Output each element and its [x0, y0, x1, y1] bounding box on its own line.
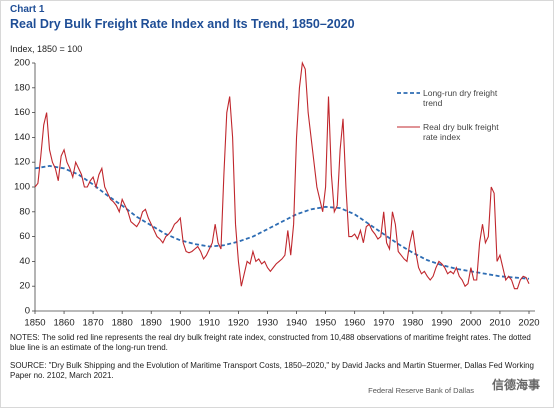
- y-tick-label: 140: [14, 132, 30, 143]
- watermark: 信德海事: [491, 378, 540, 392]
- x-tick-label: 1850: [24, 318, 45, 329]
- x-tick-label: 1880: [112, 318, 133, 329]
- legend-label: Real dry bulk freight rate index: [423, 122, 499, 142]
- x-tick-label: 2000: [460, 318, 481, 329]
- chart-title: Real Dry Bulk Freight Rate Index and Its…: [10, 17, 355, 31]
- x-tick-label: 1870: [83, 318, 104, 329]
- y-tick-label: 180: [14, 82, 30, 93]
- x-tick-label: 1980: [402, 318, 423, 329]
- y-tick-label: 80: [19, 206, 30, 217]
- series-line: [34, 61, 530, 290]
- x-tick-label: 1960: [344, 318, 365, 329]
- x-tick-label: 1950: [315, 318, 336, 329]
- x-tick-label: 1860: [53, 318, 74, 329]
- x-tick-label: 1990: [431, 318, 452, 329]
- y-tick-label: 60: [19, 231, 30, 242]
- x-tick-label: 1940: [286, 318, 307, 329]
- y-tick-label: 100: [14, 182, 30, 193]
- series-line: [34, 165, 530, 280]
- x-tick-label: 1970: [373, 318, 394, 329]
- footer: Federal Reserve Bank of Dallas: [368, 386, 474, 395]
- y-tick-label: 160: [14, 107, 30, 118]
- chart-subtitle: Index, 1850 = 100: [10, 44, 83, 54]
- legend-label: Long-run dry freight trend: [423, 88, 498, 108]
- x-tick-label: 2010: [489, 318, 510, 329]
- x-tick-label: 1900: [170, 318, 191, 329]
- chart-label: Chart 1: [10, 4, 45, 15]
- x-tick-label: 1890: [141, 318, 162, 329]
- x-tick-label: 1910: [199, 318, 220, 329]
- y-tick-label: 200: [14, 58, 30, 69]
- notes: NOTES: The solid red line represents the…: [10, 333, 531, 352]
- x-tick-label: 2020: [518, 318, 539, 329]
- y-tick-label: 0: [25, 306, 30, 317]
- y-tick-label: 40: [19, 256, 30, 267]
- x-tick-label: 1920: [228, 318, 249, 329]
- source: SOURCE: "Dry Bulk Shipping and the Evolu…: [10, 361, 534, 380]
- y-tick-label: 120: [14, 157, 30, 168]
- x-tick-label: 1930: [257, 318, 278, 329]
- y-tick-label: 20: [19, 281, 30, 292]
